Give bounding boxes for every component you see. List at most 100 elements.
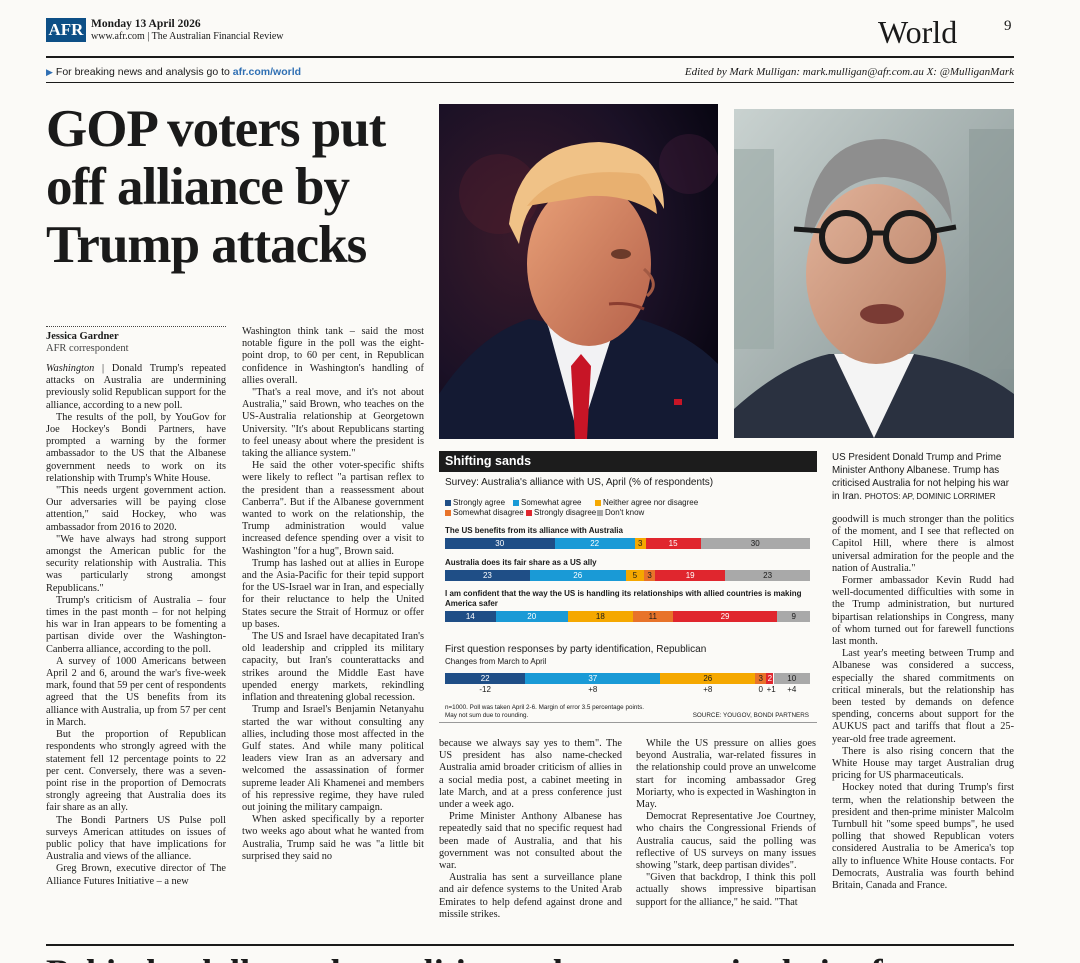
bar-segment: 26 — [529, 570, 626, 581]
question-label: The US benefits from its alliance with A… — [445, 526, 623, 535]
chart-rule — [439, 722, 817, 723]
byline-rule — [46, 326, 226, 327]
page-bottom-rule — [46, 944, 1014, 946]
section-title: World — [878, 14, 958, 50]
caption-text: US President Donald Trump and Prime Mini… — [832, 452, 1009, 502]
bar-segment: 18 — [567, 611, 633, 622]
bar-segment: 2 — [766, 673, 774, 684]
article-paragraph: The Bondi Partners US Pulse poll surveys… — [46, 814, 226, 863]
legend-item: Somewhat agree — [513, 498, 581, 507]
legend-item: Somewhat disagree — [445, 508, 524, 517]
legend-swatch — [597, 509, 603, 516]
legend-swatch — [445, 499, 451, 506]
article-paragraph: Democrat Representative Joe Courtney, wh… — [636, 811, 816, 872]
legend-label: Somewhat agree — [521, 498, 582, 507]
legend-label: Don't know — [605, 508, 645, 517]
article-paragraph: There is also rising concern that the Wh… — [832, 745, 1014, 782]
change-label: +4 — [787, 685, 797, 694]
article-paragraph: The results of the poll, by YouGov for J… — [46, 411, 226, 484]
article-column-2: Washington think tank – said the most no… — [242, 326, 424, 863]
bar-segment: 10 — [773, 673, 810, 684]
article-paragraph: Australia has sent a surveillance plane … — [439, 872, 622, 920]
article-paragraph: Washington | Donald Trump's repeated att… — [46, 363, 226, 412]
masthead-rule — [46, 56, 1014, 58]
chart-subtitle: Survey: Australia's alliance with US, Ap… — [445, 477, 714, 488]
article-paragraph: "We have always had strong support among… — [46, 533, 226, 594]
question-label: Australia does its fair share as a US al… — [445, 558, 597, 567]
breaking-text: For breaking news and analysis go to — [55, 66, 233, 78]
article-paragraph: The US and Israel have decapitated Iran'… — [242, 631, 424, 704]
bar-segment: 9 — [777, 611, 810, 622]
masthead-site: www.afr.com | The Australian Financial R… — [91, 31, 284, 42]
article-paragraph: Former ambassador Kevin Rudd had well-do… — [832, 575, 1014, 648]
bar-segment: 3 — [644, 570, 656, 581]
breaking-news-promo: ▶ For breaking news and analysis go to af… — [46, 66, 301, 78]
change-label: 0 — [758, 685, 763, 694]
photo-credit: PHOTOS: AP, DOMINIC LORRIMER — [864, 492, 996, 501]
legend-item: Strongly agree — [445, 498, 505, 507]
legend-swatch — [526, 509, 532, 516]
article-paragraph: A survey of 1000 Americans between April… — [46, 655, 226, 728]
legend-item: Don't know — [597, 508, 644, 517]
bar-segment: 29 — [672, 611, 778, 622]
change-label: +1 — [766, 685, 776, 694]
albanese-photo — [734, 109, 1014, 438]
legend-swatch — [513, 499, 519, 506]
article-column-4: While the US pressure on allies goes bey… — [636, 738, 816, 909]
byline-name: Jessica Gardner — [46, 331, 119, 342]
next-story-headline: Behind a dollar-value politics and a pra… — [46, 952, 1014, 963]
afr-logo: AFR — [46, 18, 86, 42]
page-number: 9 — [1004, 18, 1012, 34]
article-paragraph: Washington think tank – said the most no… — [242, 326, 424, 386]
legend-label: Strongly disagree — [534, 508, 597, 517]
bar-segment: 22 — [554, 538, 635, 549]
chart-note: n=1000. Poll was taken April 2-6. Margin… — [445, 704, 644, 719]
bar-segment: 3 — [755, 673, 767, 684]
header-rule — [46, 82, 1014, 83]
legend-swatch — [445, 509, 451, 516]
legend-label: Strongly agree — [453, 498, 506, 507]
chart-source: SOURCE: YOUGOV, BONDI PARTNERS — [692, 712, 809, 719]
change-label: +8 — [588, 685, 598, 694]
bar-segment: 3 — [634, 538, 646, 549]
issue-date: Monday 13 April 2026 — [91, 18, 201, 30]
bar-segment: 30 — [700, 538, 810, 549]
question-label: I am confident that the way the US is ha… — [445, 589, 802, 608]
lead-text: | Donald Trump's repeated attacks on Aus… — [46, 363, 226, 411]
article-paragraph: because we always say yes to them". The … — [439, 738, 622, 811]
bar-segment: 11 — [632, 611, 673, 622]
photo-caption: US President Donald Trump and Prime Mini… — [832, 451, 1014, 503]
editor-credit: Edited by Mark Mulligan: mark.mulligan@a… — [684, 66, 1014, 78]
article-paragraph: Trump and Israel's Benjamin Netanyahu st… — [242, 704, 424, 813]
legend-label: Somewhat disagree — [453, 508, 524, 517]
article-paragraph: Trump has lashed out at allies in Europe… — [242, 557, 424, 630]
bar-segment: 23 — [445, 570, 530, 581]
article-paragraph: Prime Minister Anthony Albanese has repe… — [439, 811, 622, 872]
article-paragraph: Last year's meeting between Trump and Al… — [832, 648, 1014, 745]
chart-title: Shifting sands — [439, 451, 817, 472]
bar-segment: 30 — [445, 538, 555, 549]
party-chart-title: First question responses by party identi… — [445, 644, 707, 655]
article-paragraph: But the proportion of Republican respond… — [46, 729, 226, 814]
bar-segment: 5 — [625, 570, 645, 581]
article-headline: GOP voters put off alliance by Trump att… — [46, 100, 386, 274]
article-column-5: goodwill is much stronger than the polit… — [832, 514, 1014, 892]
change-label: -12 — [479, 685, 491, 694]
article-column-1: Washington | Donald Trump's repeated att… — [46, 363, 226, 888]
dateline: Washington — [46, 363, 95, 374]
article-paragraph: While the US pressure on allies goes bey… — [636, 738, 816, 811]
legend-item: Strongly disagree — [526, 508, 596, 517]
section-link[interactable]: afr.com/world — [232, 66, 302, 78]
article-paragraph: He said the other voter-specific shifts … — [242, 460, 424, 557]
bar-segment: 23 — [725, 570, 810, 581]
bar-segment: 15 — [645, 538, 701, 549]
legend-item: Neither agree nor disagree — [595, 498, 698, 507]
change-label: +8 — [703, 685, 713, 694]
trump-photo — [439, 104, 718, 439]
legend-label: Neither agree nor disagree — [603, 498, 699, 507]
article-paragraph: "That's a real move, and it's not about … — [242, 387, 424, 460]
article-paragraph: "Given that backdrop, I think this poll … — [636, 872, 816, 908]
article-paragraph: Hockey noted that during Trump's first t… — [832, 782, 1014, 892]
bar-segment: 20 — [495, 611, 568, 622]
byline-role: AFR correspondent — [46, 343, 129, 354]
